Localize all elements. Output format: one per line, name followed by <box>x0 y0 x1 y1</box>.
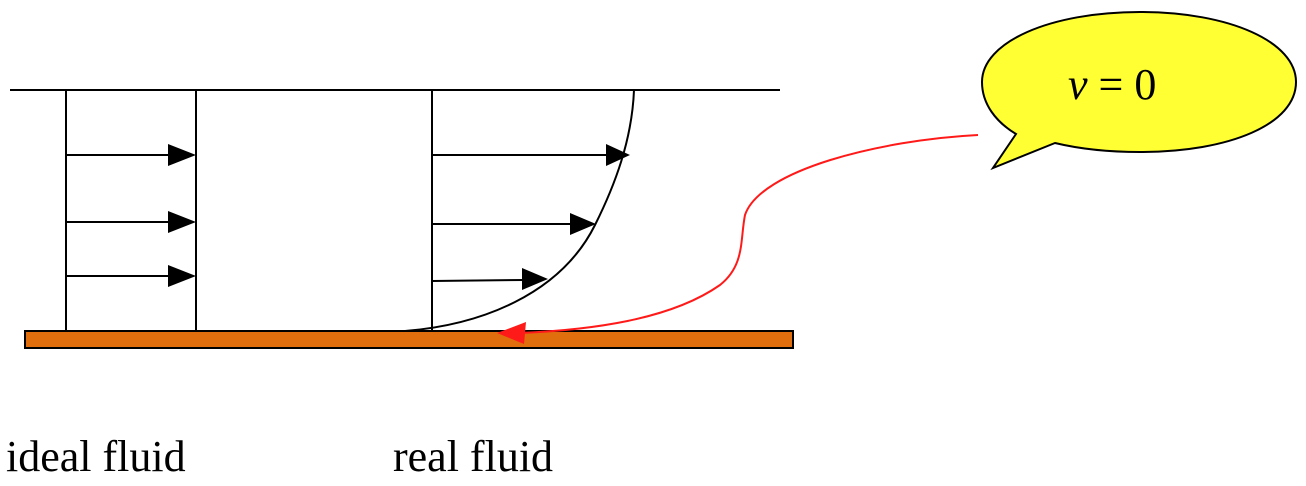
ideal-arrowhead-1 <box>168 144 196 166</box>
callout-operator: = <box>1098 60 1124 109</box>
real-velocity-profile-curve <box>404 89 635 332</box>
real-arrowhead-1 <box>606 144 630 166</box>
real-arrowhead-3 <box>522 268 548 290</box>
callout-variable: v <box>1068 60 1088 109</box>
callout-text: v = 0 <box>1068 60 1156 110</box>
callout-value: 0 <box>1134 60 1157 109</box>
ideal-arrowhead-3 <box>168 265 196 287</box>
real-arrow-3 <box>431 279 525 282</box>
ideal-arrowhead-2 <box>168 211 196 233</box>
bottom-wall <box>24 330 794 349</box>
callout-bubble <box>980 10 1298 171</box>
real-arrowhead-2 <box>570 213 596 235</box>
ideal-velocity-arrows <box>66 144 196 287</box>
real-velocity-arrows <box>431 144 630 290</box>
pointer-curve <box>519 134 979 334</box>
real-fluid-label: real fluid <box>393 432 554 481</box>
pointer-arrowhead <box>497 322 526 344</box>
ideal-fluid-label: ideal fluid <box>6 432 186 481</box>
